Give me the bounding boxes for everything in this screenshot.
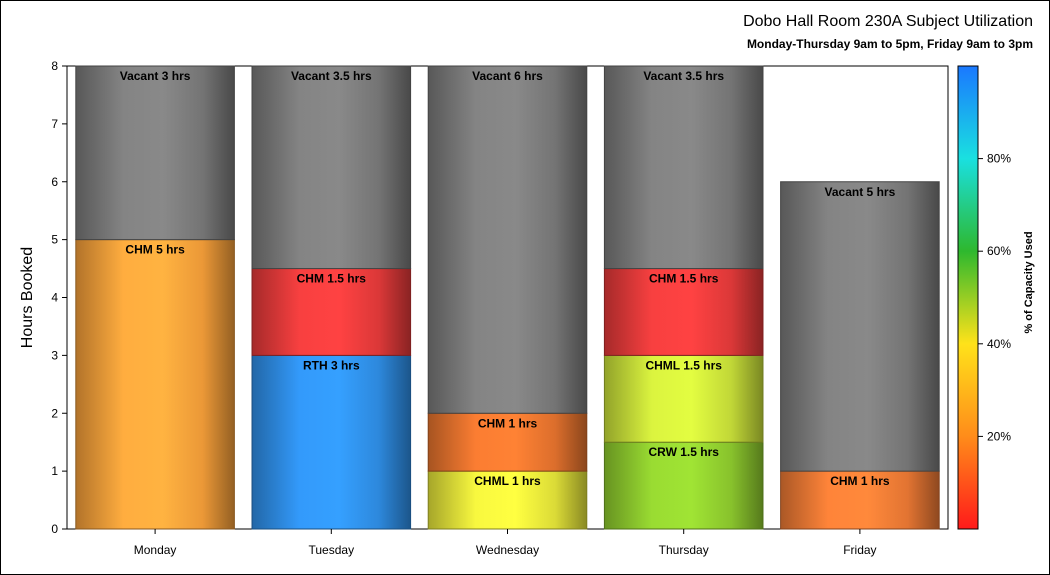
bar-segment xyxy=(780,470,940,530)
colorbar-tick-label: 80% xyxy=(987,152,1011,166)
colorbar-tick-label: 40% xyxy=(987,337,1011,351)
bar-segment-label: RTH 3 hrs xyxy=(303,358,360,372)
bar-segment xyxy=(427,412,588,472)
bar-segment xyxy=(603,354,764,443)
y-tick-label: 0 xyxy=(51,522,58,536)
bar-segment-label: CHM 1 hrs xyxy=(830,474,890,488)
y-tick-label: 4 xyxy=(51,291,58,305)
y-tick-label: 6 xyxy=(51,175,58,189)
y-axis-label: Hours Booked xyxy=(19,247,36,348)
bar-segment-label: Vacant 6 hrs xyxy=(472,69,543,83)
chart-subtitle: Monday-Thursday 9am to 5pm, Friday 9am t… xyxy=(746,37,1033,51)
bar-segment xyxy=(75,65,235,241)
bar-segment-label: CHML 1.5 hrs xyxy=(645,358,722,372)
x-tick-label: Wednesday xyxy=(476,543,539,557)
y-tick-label: 3 xyxy=(51,348,58,362)
bar-segment xyxy=(603,268,764,356)
bar-segment-label: CHM 1.5 hrs xyxy=(297,272,367,286)
colorbar-tick-label: 20% xyxy=(987,429,1011,443)
x-tick-label: Monday xyxy=(134,543,177,557)
y-tick-label: 2 xyxy=(51,406,58,420)
x-tick-label: Thursday xyxy=(659,543,709,557)
y-tick-label: 7 xyxy=(51,117,58,131)
bar-segment-label: Vacant 3.5 hrs xyxy=(291,69,372,83)
bar-segment-label: CHM 1 hrs xyxy=(478,416,538,430)
bar-segment-label: CHML 1 hrs xyxy=(474,474,541,488)
bar-segment xyxy=(780,181,940,472)
x-tick-label: Tuesday xyxy=(309,543,355,557)
bar-segment xyxy=(251,65,412,270)
colorbar-label: % of Capacity Used xyxy=(1023,231,1035,333)
bar-segment-label: Vacant 3.5 hrs xyxy=(643,69,724,83)
y-tick-label: 8 xyxy=(51,59,58,73)
y-tick-label: 5 xyxy=(51,233,58,247)
bar-segment-label: CHM 1.5 hrs xyxy=(649,272,719,286)
bar-segment xyxy=(75,239,235,530)
colorbar-tick-label: 60% xyxy=(987,244,1011,258)
bar-segment xyxy=(251,354,412,530)
x-tick-label: Friday xyxy=(843,543,876,557)
bar-segment xyxy=(603,65,764,270)
y-tick-label: 1 xyxy=(51,464,58,478)
chart-title: Dobo Hall Room 230A Subject Utilization xyxy=(743,13,1033,30)
colorbar xyxy=(957,65,979,530)
bar-segment-label: Vacant 3 hrs xyxy=(120,69,191,83)
bar-segment-label: CHM 5 hrs xyxy=(125,243,185,257)
bar-segment-label: Vacant 5 hrs xyxy=(825,185,896,199)
bar-segment xyxy=(427,470,588,530)
bar-segment-label: CRW 1.5 hrs xyxy=(648,445,719,459)
bar-segment xyxy=(427,65,588,414)
